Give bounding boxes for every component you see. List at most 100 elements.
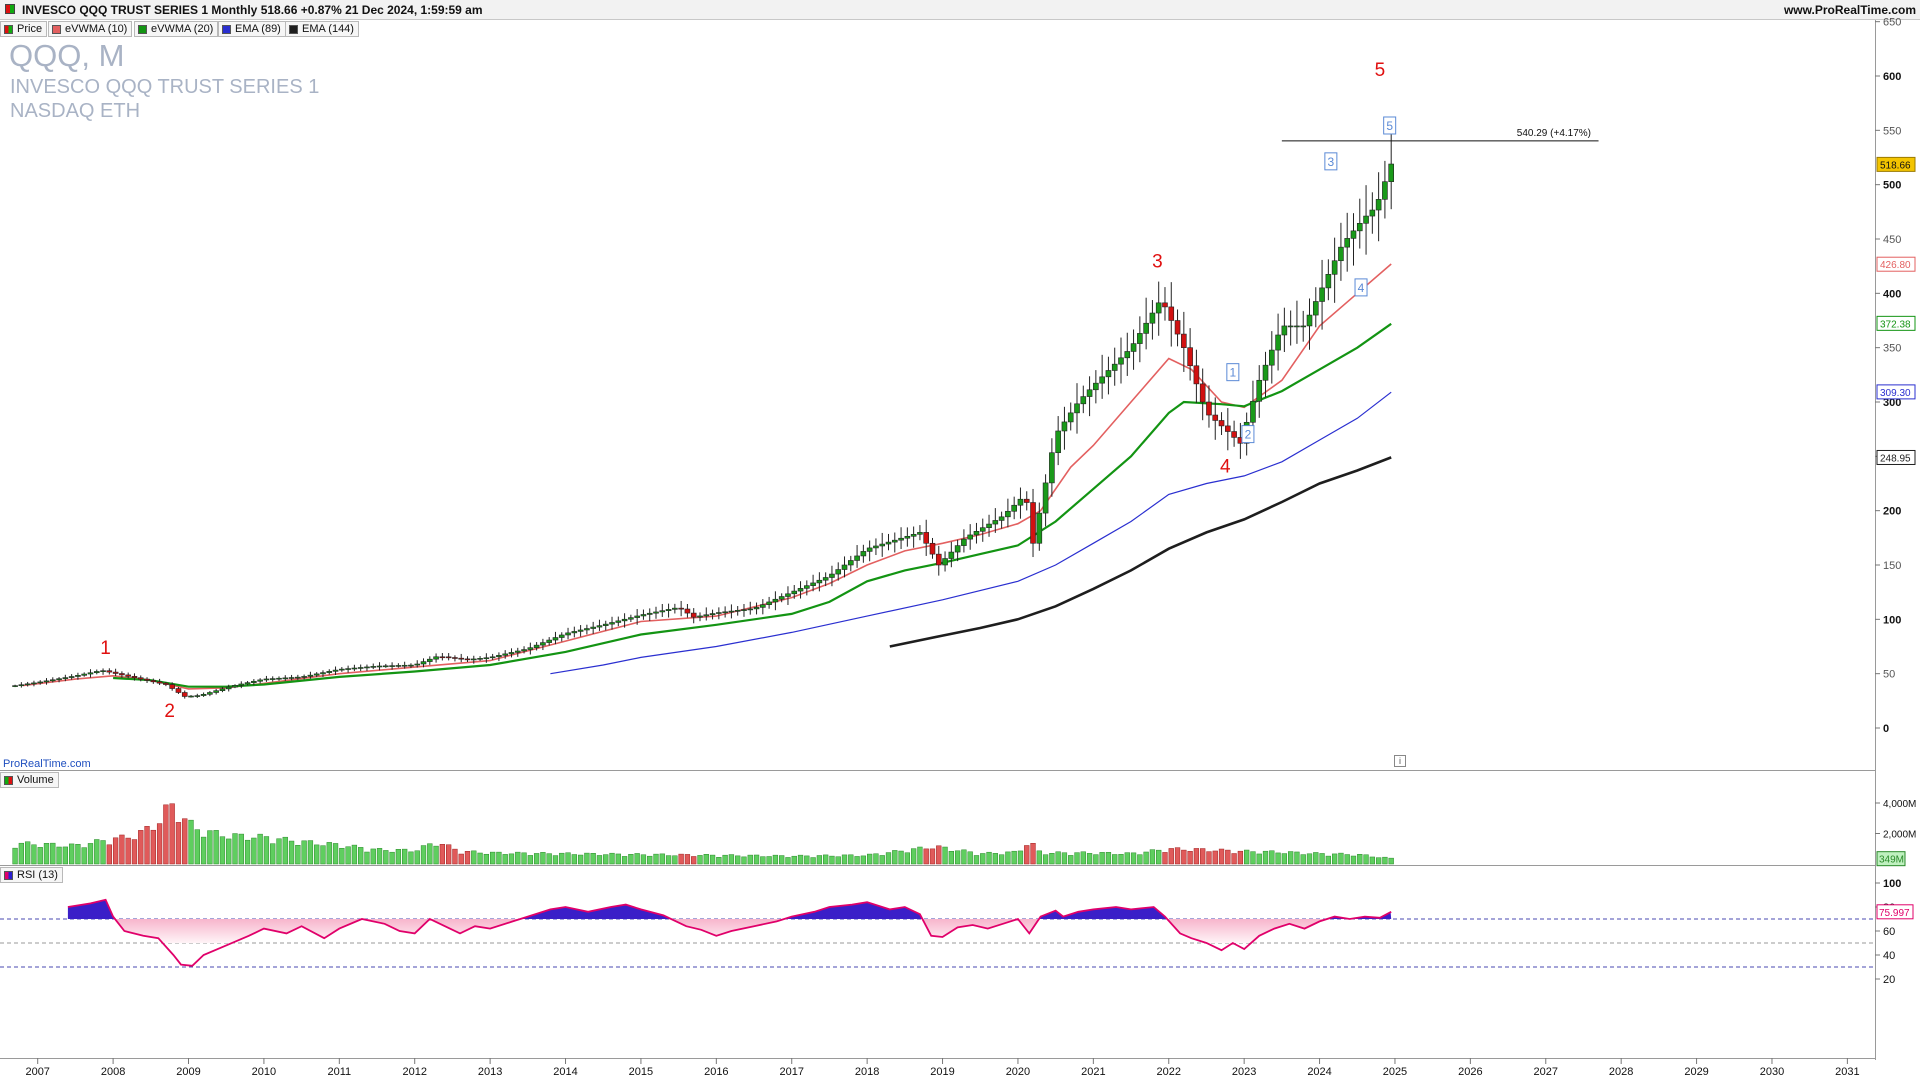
volume-bar bbox=[1212, 850, 1218, 865]
ma-last-box bbox=[1876, 384, 1916, 400]
candle-body bbox=[577, 629, 584, 632]
x-tick-label: 2031 bbox=[1835, 1066, 1859, 1078]
candle-body bbox=[295, 676, 301, 679]
legend-evwma20[interactable]: eVWMA (20) bbox=[134, 21, 219, 37]
legend-evwma10[interactable]: eVWMA (10) bbox=[48, 21, 133, 37]
volume-bar bbox=[1024, 845, 1030, 865]
candle-body bbox=[584, 628, 590, 631]
candle-body bbox=[1300, 325, 1307, 328]
price-tick-label: 50 bbox=[1883, 669, 1895, 681]
wave-label-boxed: 1 bbox=[1229, 366, 1236, 380]
info-icon[interactable]: i bbox=[1394, 755, 1406, 767]
candle-body bbox=[1174, 320, 1181, 335]
legend-volume[interactable]: Volume bbox=[0, 772, 59, 788]
candle-body bbox=[640, 614, 647, 617]
volume-bar bbox=[716, 857, 722, 865]
candle-body bbox=[489, 656, 496, 659]
candle-body bbox=[697, 615, 703, 618]
volume-bar bbox=[276, 838, 282, 865]
candle-body bbox=[741, 609, 747, 611]
volume-label: Volume bbox=[17, 774, 54, 786]
candle-body bbox=[672, 607, 678, 610]
legend-rsi[interactable]: RSI (13) bbox=[0, 867, 63, 883]
volume-bar bbox=[735, 855, 741, 865]
volume-bar bbox=[483, 853, 490, 865]
volume-bar bbox=[383, 850, 389, 865]
candle-body bbox=[1262, 364, 1269, 381]
volume-bar bbox=[533, 853, 540, 865]
volume-bar bbox=[1011, 850, 1017, 865]
candle-body bbox=[1312, 301, 1319, 316]
volume-bar bbox=[1363, 854, 1369, 865]
candle-body bbox=[879, 543, 886, 547]
volume-bar bbox=[50, 842, 56, 865]
legend-ema144[interactable]: EMA (144) bbox=[285, 21, 359, 37]
candle-body bbox=[665, 609, 672, 611]
candle-body bbox=[383, 665, 389, 668]
candle-body bbox=[860, 551, 867, 557]
volume-bar bbox=[1218, 848, 1225, 865]
volume-bar bbox=[653, 853, 659, 865]
volume-bar bbox=[961, 849, 967, 865]
candle-body bbox=[527, 647, 534, 650]
volume-bar bbox=[207, 830, 213, 865]
rsi-tick-label: 100 bbox=[1883, 878, 1901, 890]
volume-bar bbox=[282, 836, 288, 865]
volume-bar bbox=[1382, 856, 1388, 865]
ma-last-box bbox=[1876, 449, 1916, 465]
volume-bar bbox=[1099, 852, 1105, 865]
volume-bar bbox=[860, 855, 867, 865]
candle-body bbox=[232, 685, 238, 688]
candle-body bbox=[125, 674, 131, 677]
candle-body bbox=[49, 679, 56, 682]
candle-body bbox=[175, 688, 182, 693]
volume-bar bbox=[892, 850, 898, 865]
volume-bar bbox=[816, 855, 823, 865]
volume-bar bbox=[1262, 850, 1269, 865]
watermark-link[interactable]: ProRealTime.com bbox=[3, 758, 91, 770]
volume-bar bbox=[1300, 854, 1306, 865]
candle-body bbox=[628, 617, 634, 620]
candle-body bbox=[156, 681, 163, 684]
x-tick-label: 2008 bbox=[101, 1066, 125, 1078]
candle-body bbox=[93, 671, 100, 674]
volume-bar bbox=[665, 855, 672, 865]
candle-body bbox=[1187, 347, 1193, 367]
candle-body bbox=[904, 535, 911, 539]
volume-bar bbox=[634, 853, 640, 865]
candle-body bbox=[1338, 246, 1344, 262]
candle-body bbox=[68, 676, 75, 678]
candle-body bbox=[954, 545, 961, 553]
candle-body bbox=[213, 690, 219, 693]
candle-body bbox=[1118, 357, 1124, 365]
candle-body bbox=[219, 688, 226, 691]
volume-bar bbox=[546, 853, 552, 865]
volume-bar bbox=[307, 840, 314, 865]
candle-body bbox=[1319, 287, 1325, 302]
legend-ema89[interactable]: EMA (89) bbox=[218, 21, 286, 37]
x-tick-label: 2023 bbox=[1232, 1066, 1256, 1078]
wave-label-red: 5 bbox=[1375, 60, 1386, 81]
volume-bar bbox=[1049, 853, 1055, 865]
volume-bar bbox=[125, 837, 131, 865]
volume-bar bbox=[823, 854, 829, 865]
volume-bar bbox=[659, 853, 665, 865]
volume-bar bbox=[1174, 847, 1181, 865]
volume-bar bbox=[609, 852, 615, 865]
rsi-tick-label: 40 bbox=[1883, 950, 1895, 962]
volume-bar bbox=[427, 843, 433, 865]
candle-body bbox=[791, 590, 798, 595]
volume-bar bbox=[270, 843, 276, 865]
candle-body bbox=[929, 542, 936, 555]
volume-tick-label: 4,000M bbox=[1883, 799, 1916, 810]
ma-last-box bbox=[1876, 315, 1916, 331]
volume-bar bbox=[1244, 849, 1250, 865]
candle-body bbox=[1074, 403, 1080, 414]
candle-body bbox=[986, 523, 992, 528]
candle-body bbox=[483, 657, 490, 660]
candle-body bbox=[835, 569, 842, 575]
rsi-upper-fill bbox=[67, 899, 1392, 919]
legend-price[interactable]: Price bbox=[0, 21, 48, 37]
volume-bar bbox=[760, 856, 766, 865]
site-link[interactable]: www.ProRealTime.com bbox=[1783, 3, 1916, 17]
